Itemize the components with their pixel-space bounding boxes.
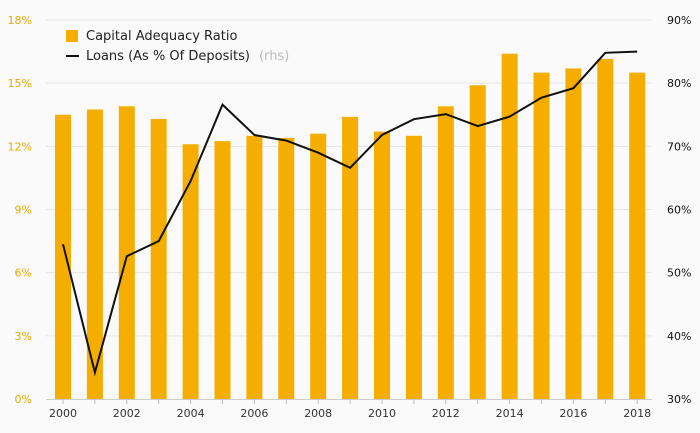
x-tick-label: 2004 (177, 407, 205, 420)
x-tick-label: 2018 (623, 407, 651, 420)
right-tick-label: 50% (667, 267, 691, 280)
x-tick-label: 2016 (559, 407, 587, 420)
left-tick-label: 9% (15, 204, 32, 217)
bar-2002 (118, 106, 135, 400)
bar-2004 (182, 144, 199, 399)
legend-label-line: Loans (As % Of Deposits) (rhs) (86, 49, 289, 64)
bar-2016 (565, 68, 582, 399)
right-tick-label: 40% (667, 330, 691, 343)
x-tick-label: 2000 (49, 407, 77, 420)
x-tick-label: 2014 (496, 407, 524, 420)
bar-series (55, 53, 646, 400)
x-axis-ticks: 2000 2002 2004 2006 2008 2010 2012 2014 2016 2018 (49, 399, 651, 420)
bar-2001 (86, 109, 103, 399)
left-tick-label: 12% (8, 140, 32, 153)
x-tick-label: 2010 (368, 407, 396, 420)
bar-2007 (278, 137, 295, 399)
left-tick-label: 6% (15, 267, 32, 280)
legend-label-line-suffix: (rhs) (259, 49, 289, 64)
right-tick-label: 60% (667, 204, 691, 217)
legend-label-bar: Capital Adequacy Ratio (86, 29, 237, 44)
right-tick-label: 80% (667, 77, 691, 90)
right-axis-ticks: 30% 40% 50% 60% 70% 80% 90% (667, 14, 691, 406)
left-tick-label: 3% (15, 330, 32, 343)
line-series (62, 50, 638, 377)
legend: Capital Adequacy Ratio Loans (As % Of De… (66, 29, 289, 64)
bar-2014 (501, 53, 518, 399)
bar-2000 (55, 114, 71, 399)
bar-2015 (533, 72, 550, 399)
x-tick-label: 2006 (240, 407, 268, 420)
x-tick-label: 2008 (304, 407, 332, 420)
legend-swatch-bar (66, 30, 78, 42)
bar-2012 (437, 106, 454, 400)
bar-2009 (342, 116, 359, 399)
left-tick-label: 18% (8, 14, 32, 27)
bar-2008 (310, 133, 327, 399)
bar-2011 (405, 135, 422, 400)
bar-2018 (629, 72, 646, 399)
right-tick-label: 70% (667, 140, 691, 153)
bar-2003 (150, 118, 167, 399)
x-tick-label: 2002 (113, 407, 141, 420)
right-tick-label: 30% (667, 393, 691, 406)
left-tick-label: 15% (8, 77, 32, 90)
bar-2010 (374, 131, 390, 399)
left-axis-ticks: 0% 3% 6% 9% 12% 15% 18% (8, 14, 32, 406)
bar-2006 (246, 135, 263, 400)
legend-label-line-name: Loans (As % Of Deposits) (86, 49, 250, 64)
x-tick-label: 2012 (432, 407, 460, 420)
bar-2017 (597, 58, 614, 399)
left-tick-label: 0% (15, 393, 32, 406)
right-tick-label: 90% (667, 14, 691, 27)
bar-2013 (469, 85, 486, 400)
bar-2005 (214, 141, 231, 399)
